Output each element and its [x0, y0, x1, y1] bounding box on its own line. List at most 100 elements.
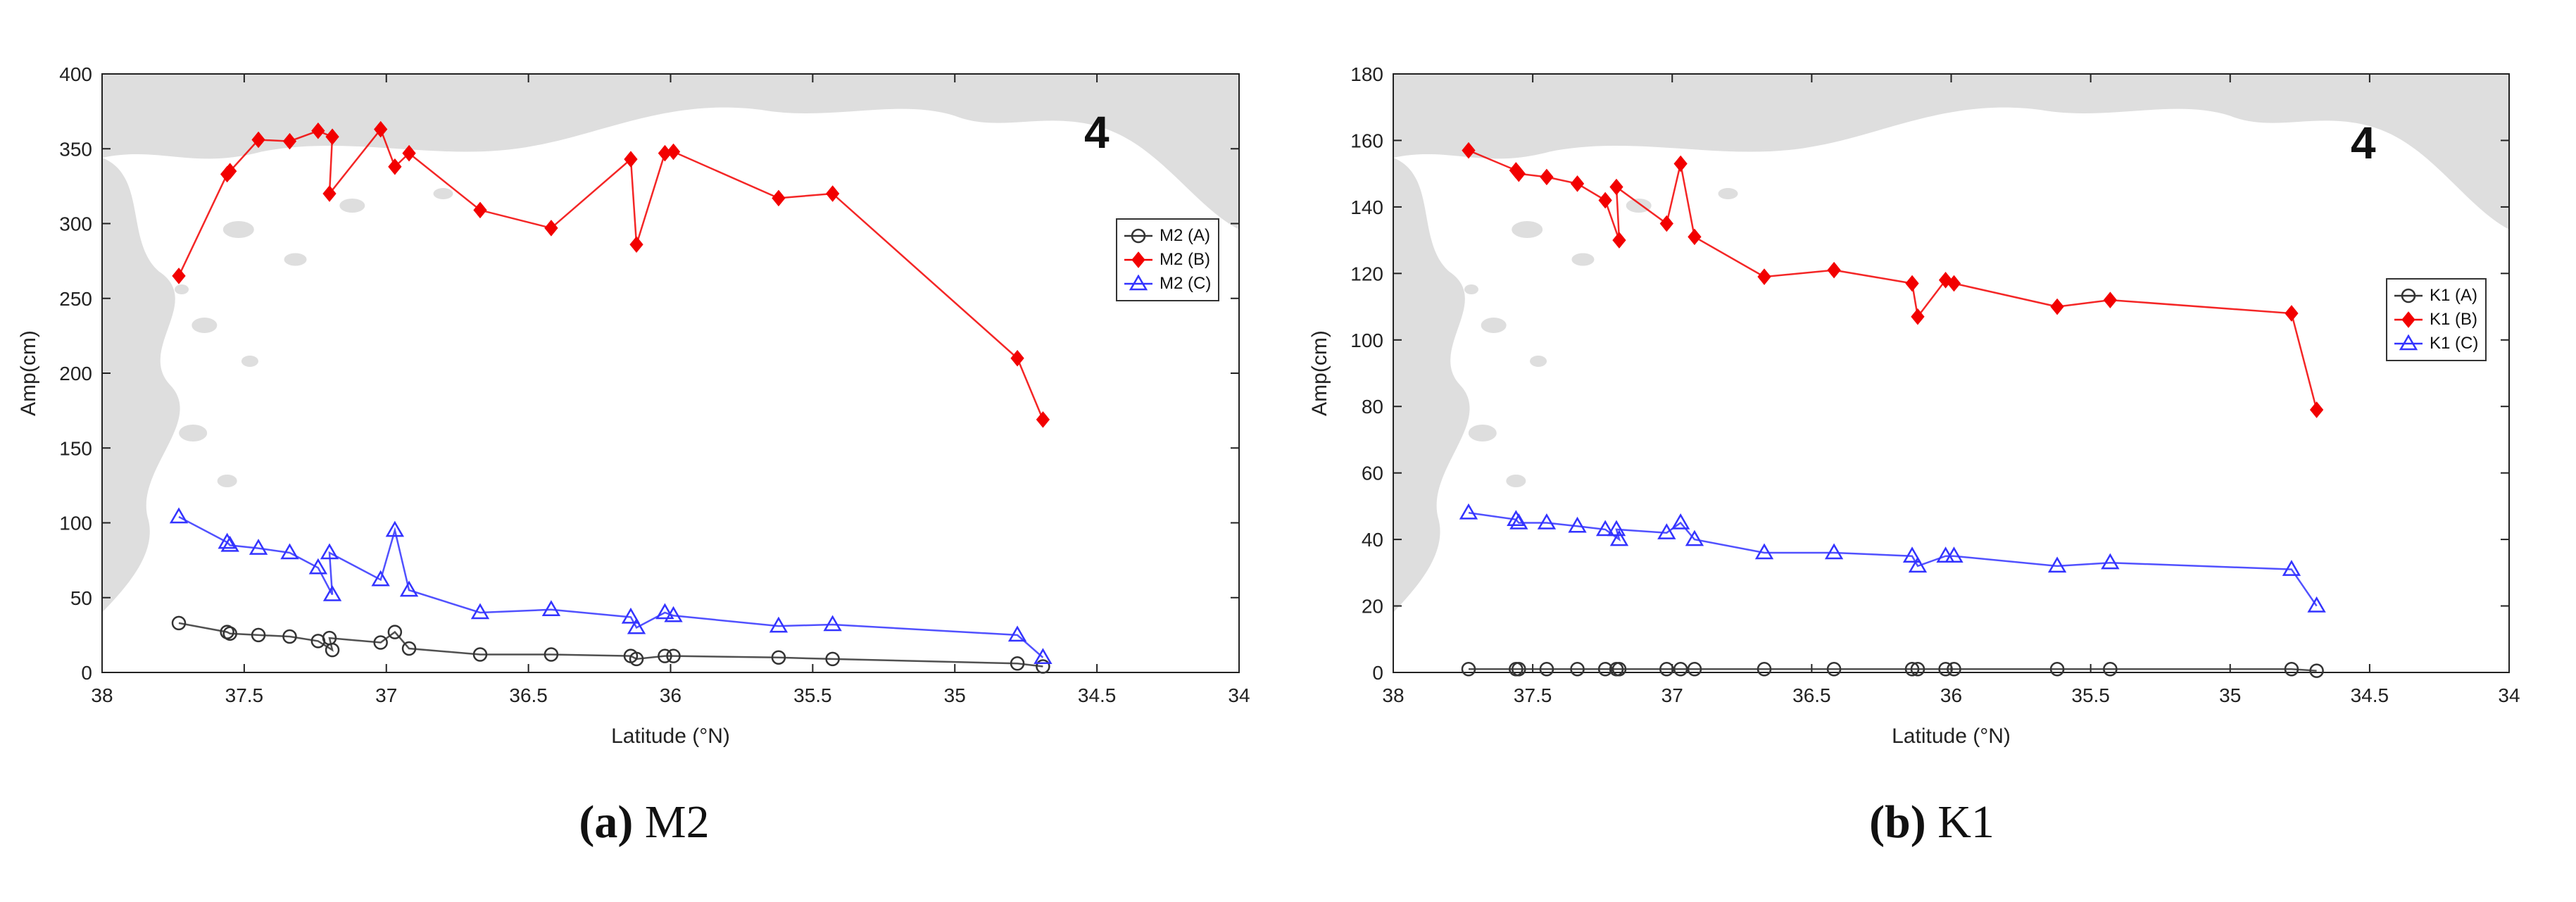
y-tick-label-b-9: 180 — [1350, 63, 1383, 85]
data-point-a-0-19 — [1010, 656, 1025, 671]
y-tick-label-a-7: 350 — [59, 138, 92, 160]
data-point-b-2-12 — [1824, 543, 1844, 560]
data-point-a-0-2 — [222, 626, 237, 641]
data-point-a-1-6 — [325, 128, 339, 146]
data-point-b-0-9 — [1673, 662, 1688, 677]
data-point-b-0-16 — [1947, 662, 1961, 677]
y-tick-label-b-2: 40 — [1362, 529, 1383, 551]
data-point-b-0-11 — [1757, 662, 1772, 677]
data-point-b-0-14 — [1910, 662, 1925, 677]
data-point-a-1-0 — [172, 268, 186, 284]
x-tick-label-a-4: 36 — [660, 684, 681, 706]
data-point-b-1-17 — [2050, 298, 2064, 315]
data-point-b-0-12 — [1826, 662, 1842, 677]
data-point-b-1-13 — [1905, 275, 1919, 292]
data-point-a-1-14 — [629, 236, 643, 253]
map-label-b: 4 — [2351, 118, 2376, 168]
data-point-a-0-16 — [666, 649, 681, 663]
data-point-b-1-4 — [1570, 175, 1585, 192]
caption-a-label: (a) — [579, 796, 634, 848]
y-tick-label-b-3: 60 — [1362, 463, 1383, 484]
legend-swatch-a-1 — [1124, 251, 1152, 268]
panel-b: 4 38 37.5 37 36.5 36 35.5 35 34.5 34 0 20 40 60 80 100 1… — [1288, 0, 2576, 902]
y-tick-label-a-2: 100 — [59, 513, 92, 534]
data-point-a-0-11 — [472, 647, 488, 662]
legend-marker-a-1 — [1131, 251, 1145, 268]
data-point-a-2-13 — [621, 607, 641, 624]
data-point-a-1-20 — [1036, 411, 1050, 428]
data-point-a-2-20 — [1033, 648, 1053, 664]
map-island-b-5 — [1506, 475, 1526, 487]
data-point-a-2-7 — [320, 543, 339, 560]
chart-b: 4 38 37.5 37 36.5 36 35.5 35 34.5 34 0 20 40 60 80 100 1… — [1308, 63, 2520, 748]
legend-entry-b-0: K1 (A) — [2393, 284, 2478, 308]
x-tick-label-b-5: 35.5 — [2071, 684, 2110, 706]
data-point-a-0-7 — [322, 630, 337, 646]
map-island-b-1 — [1571, 253, 1595, 266]
data-point-b-0-17 — [2049, 662, 2065, 677]
data-point-a-0-10 — [401, 641, 417, 656]
legend-label-a-0: M2 (A) — [1160, 226, 1210, 245]
data-point-b-0-2 — [1512, 662, 1526, 677]
data-point-b-0-3 — [1539, 662, 1554, 677]
data-point-a-0-17 — [771, 650, 786, 665]
map-island-b-7 — [1718, 188, 1738, 199]
data-point-b-2-5 — [1595, 520, 1615, 537]
data-point-b-1-14 — [1911, 308, 1925, 325]
data-point-a-2-6 — [322, 585, 342, 601]
y-tick-label-a-0: 0 — [81, 662, 92, 684]
map-land-a-north — [102, 74, 1239, 230]
data-point-b-2-7 — [1607, 520, 1626, 537]
map-island-b-0 — [1512, 221, 1543, 238]
y-axis-label-b: Amp(cm) — [1308, 330, 1331, 416]
data-point-b-2-14 — [1908, 556, 1928, 573]
data-point-b-2-18 — [2101, 553, 2120, 570]
data-point-b-2-2 — [1509, 513, 1528, 530]
legend-label-a-2: M2 (C) — [1160, 274, 1212, 293]
x-tick-label-a-1: 37.5 — [225, 684, 264, 706]
legend-marker-a-2 — [1129, 275, 1148, 291]
series-a-1 — [172, 120, 1050, 428]
y-tick-label-a-5: 250 — [59, 288, 92, 310]
data-point-b-0-7 — [1609, 662, 1624, 677]
data-point-a-2-18 — [823, 615, 842, 632]
data-point-a-2-5 — [308, 558, 328, 575]
data-point-a-1-3 — [251, 131, 265, 149]
map-island-a-6 — [339, 199, 365, 213]
data-point-a-1-16 — [666, 143, 681, 161]
data-point-a-0-0 — [171, 615, 187, 631]
data-point-b-1-7 — [1609, 178, 1623, 196]
data-point-a-1-5 — [311, 122, 325, 139]
data-point-a-2-19 — [1007, 625, 1027, 642]
series-line-b-0 — [1469, 668, 2317, 672]
data-point-a-0-18 — [825, 651, 840, 667]
y-tick-label-a-4: 200 — [59, 363, 92, 384]
data-point-b-0-15 — [1938, 662, 1953, 677]
plot-area-a — [102, 74, 1239, 672]
legend-swatch-b-1 — [2394, 311, 2423, 328]
y-axis-label-a: Amp(cm) — [17, 330, 40, 416]
data-point-b-2-8 — [1657, 523, 1676, 539]
legend-swatch-b-0 — [2394, 288, 2423, 303]
data-point-b-0-4 — [1570, 662, 1585, 677]
y-tick-label-b-8: 160 — [1350, 130, 1383, 151]
y-tick-label-b-7: 140 — [1350, 196, 1383, 218]
legend-b: K1 (A) K1 (B) K1 (C) — [2386, 278, 2487, 361]
data-point-b-2-13 — [1902, 546, 1922, 563]
map-island-a-2 — [191, 318, 218, 333]
legend-label-a-1: M2 (B) — [1160, 250, 1210, 269]
data-point-a-1-9 — [388, 158, 402, 175]
legend-marker-b-2 — [2399, 334, 2418, 351]
legend-a: M2 (A) M2 (B) M2 (C) — [1116, 218, 1220, 301]
y-tick-label-a-8: 400 — [59, 63, 92, 85]
data-point-a-2-3 — [249, 539, 268, 555]
map-island-b-2 — [1481, 318, 1507, 333]
x-tick-label-a-0: 38 — [91, 684, 113, 706]
data-point-a-2-17 — [769, 616, 788, 633]
data-point-b-0-18 — [2103, 662, 2118, 677]
series-a-0 — [171, 615, 1050, 674]
chart-a: 4 38 37.5 37 36.5 36 35.5 35 34.5 34 0 50 100 150 200 2… — [17, 63, 1250, 748]
data-point-b-2-9 — [1671, 513, 1690, 530]
data-point-a-1-13 — [624, 151, 638, 168]
legend-swatch-a-0 — [1124, 228, 1152, 244]
